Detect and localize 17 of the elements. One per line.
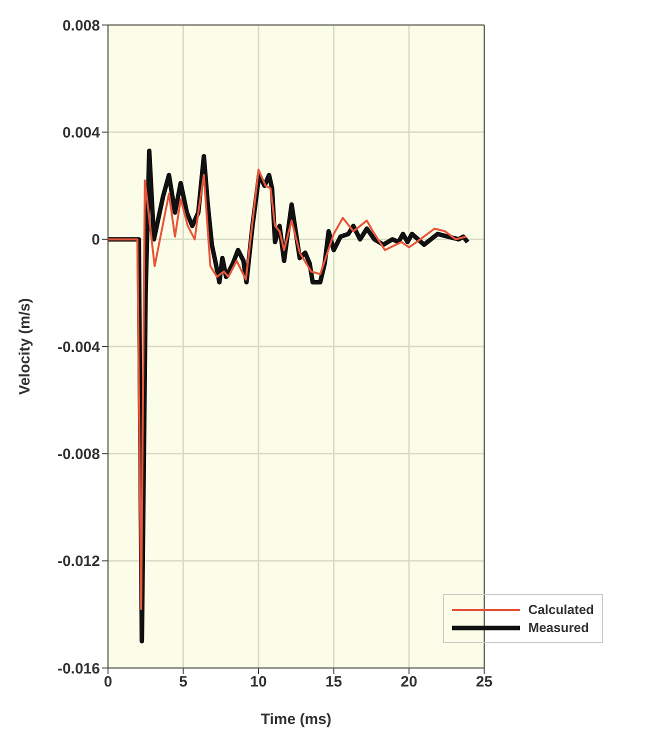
- x-tick-label: 5: [179, 674, 188, 691]
- x-tick-label: 15: [325, 674, 342, 691]
- text: Calculated: [528, 602, 594, 617]
- x-tick-label: 20: [400, 674, 418, 691]
- x-tick-label: 0: [104, 674, 112, 691]
- y-tick-label: 0.004: [62, 124, 101, 142]
- y-axis-title: Velocity (m/s): [16, 298, 34, 395]
- y-tick-label: -0.016: [57, 660, 100, 678]
- x-tick-label: 10: [250, 674, 267, 691]
- y-tick-label: 0: [92, 232, 100, 249]
- x-tick-label: 25: [476, 674, 493, 691]
- x-axis-title: Time (ms): [260, 711, 332, 728]
- y-tick-label: -0.008: [57, 446, 100, 463]
- y-tick-label: -0.004: [57, 338, 101, 356]
- text: Measured: [528, 620, 589, 635]
- y-tick-label: -0.012: [57, 553, 100, 570]
- y-tick-label: 0.008: [62, 17, 100, 34]
